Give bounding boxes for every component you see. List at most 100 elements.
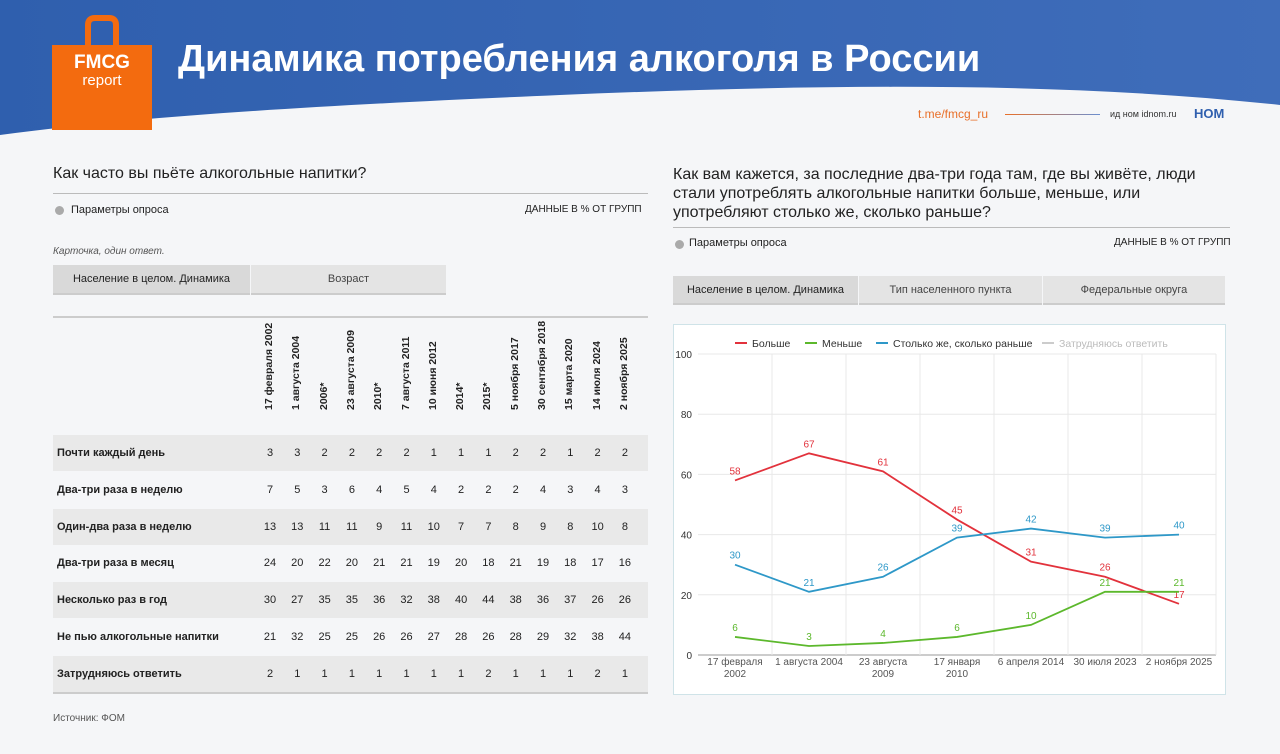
cell: 35 — [318, 594, 331, 607]
cell: 5 — [294, 483, 301, 496]
table-row: Не пью алкогольные напитки 21 32 25 25 26 26 27… — [53, 619, 648, 655]
cell: 1 — [348, 667, 355, 680]
cell: 1 — [458, 447, 465, 459]
cell: 1 — [458, 667, 465, 680]
link[interactable]: t.me/fmcg_ru — [918, 107, 989, 121]
params: Параметры опроса — [689, 237, 787, 249]
cell: 20 — [454, 557, 468, 570]
cell: 22 — [318, 557, 331, 570]
rule — [53, 316, 648, 318]
cell: 2 — [512, 447, 519, 459]
x-tick-label: 6 апреля 2014 — [997, 657, 1065, 668]
info-icon — [675, 240, 684, 249]
cell: 2 — [485, 667, 492, 680]
row-label: Один-два раза в неделю — [57, 520, 192, 533]
table-row: Почти каждый день 3 3 2 2 2 2 1 1 1 2 2 1 2 2 — [53, 435, 648, 471]
column-header: 17 февраля 2002 — [263, 322, 275, 410]
rule — [53, 193, 648, 214]
cell: 11 — [400, 520, 413, 533]
y-tick-label: 100 — [675, 350, 692, 361]
cell: 1 — [485, 447, 492, 459]
cell: 2 — [485, 483, 492, 496]
data-label: 21 — [1099, 578, 1111, 589]
cell: 18 — [482, 557, 495, 570]
cell: 10 — [427, 520, 440, 533]
cell: 4 — [376, 483, 383, 496]
cell: 44 — [482, 594, 495, 607]
cell: 25 — [318, 631, 331, 643]
cell: 18 — [564, 557, 577, 570]
cell: 4 — [594, 483, 601, 496]
row-label: Несколько раз в год — [57, 594, 168, 607]
cell: 11 — [346, 520, 358, 533]
data-label: 42 — [1025, 515, 1037, 526]
rule — [53, 692, 648, 694]
cell: 6 — [348, 483, 355, 496]
question: Как вам кажется, за последние два-три го… — [673, 166, 1196, 221]
cell: 7 — [458, 520, 465, 533]
cell: 8 — [621, 520, 628, 533]
row-label: Затрудняюсь ответить — [57, 667, 182, 680]
chart-frame — [673, 324, 1226, 695]
tab[interactable]: Федеральные округа — [1043, 276, 1225, 305]
table-row: Один-два раза в неделю 13 13 11 11 9 11 10 7 7 8 9 8… — [53, 508, 648, 545]
cell: 26 — [591, 594, 604, 607]
cell: 20 — [345, 557, 359, 570]
cell: 26 — [618, 594, 632, 607]
cell: 2 — [621, 447, 628, 459]
cell: 19 — [427, 557, 440, 570]
partner: ид ном idnom.ru — [1110, 109, 1177, 119]
data-label: 45 — [951, 506, 963, 517]
data-label: 39 — [951, 524, 963, 535]
cell: 28 — [454, 631, 468, 643]
data-label: 26 — [1099, 563, 1111, 574]
table-row: Два-три раза в неделю 7 5 3 6 4 5 4 2 2 2 4 3 4 3 — [53, 471, 648, 508]
tab[interactable]: Возраст — [251, 265, 446, 295]
data-label: 17 — [1173, 590, 1185, 601]
cell: 2 — [458, 483, 465, 496]
x-tick-label: 30 июля 2023 — [1073, 657, 1137, 668]
cell: 26 — [373, 631, 386, 643]
data-label: 39 — [1099, 524, 1111, 535]
tab[interactable]: Тип населенного пункта — [859, 276, 1042, 305]
cell: 37 — [564, 594, 577, 607]
cell: 1 — [403, 667, 410, 680]
column-header: 15 марта 2020 — [563, 338, 576, 410]
rule — [673, 227, 1230, 228]
x-tick-label: 17 февраля 2002 — [707, 657, 763, 680]
line — [734, 590, 1179, 647]
column-header: 2014* — [454, 382, 467, 410]
cell: 27 — [291, 594, 304, 607]
column-header: 7 августа 2011 — [399, 336, 412, 410]
cell: 2 — [403, 447, 410, 459]
cell: 21 — [509, 557, 522, 570]
cell: 38 — [591, 631, 604, 643]
y-tick-label: 60 — [681, 470, 693, 481]
cell: 3 — [567, 483, 574, 496]
tab[interactable]: Население в целом. Динамика — [673, 276, 858, 305]
cell: 1 — [376, 667, 383, 680]
cell: 32 — [400, 594, 413, 607]
data-label: 3 — [806, 632, 812, 643]
column-header: 30 сентября 2018 — [536, 320, 548, 410]
question: Как часто вы пьёте алкогольные напитки? — [53, 165, 367, 182]
cell: 21 — [373, 557, 386, 570]
column-header: 10 июня 2012 — [426, 341, 439, 410]
x-tick-label: 17 января 2010 — [933, 657, 981, 680]
legend-label: Столько же, сколько раньше — [893, 338, 1033, 350]
cell: 11 — [318, 520, 331, 533]
data-label: 26 — [877, 563, 889, 574]
y-tick-label: 40 — [681, 531, 693, 542]
cell: 26 — [482, 631, 495, 643]
tab[interactable]: Население в целом. Динамика — [53, 265, 250, 295]
data-label: 21 — [803, 578, 815, 589]
data-label: 10 — [1025, 611, 1037, 622]
cell: 44 — [618, 631, 632, 643]
data-label: 61 — [877, 457, 889, 468]
cell: 3 — [621, 483, 628, 496]
column-header: 2015* — [481, 382, 494, 410]
cell: 2 — [594, 447, 601, 459]
line — [734, 527, 1180, 593]
